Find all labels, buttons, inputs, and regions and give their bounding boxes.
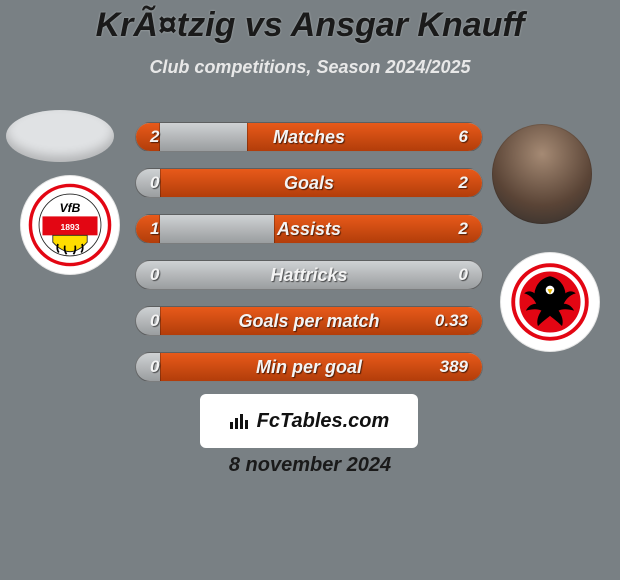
page-title: KrÃ¤tzig vs Ansgar Knauff: [0, 0, 620, 45]
stat-label: Assists: [136, 215, 482, 243]
subtitle: Club competitions, Season 2024/2025: [0, 57, 620, 78]
brand-text: FcTables.com: [257, 410, 390, 433]
stat-label: Goals per match: [136, 307, 482, 335]
stat-value-right: 0: [459, 261, 468, 289]
player-right-avatar: [492, 124, 592, 224]
stat-label: Matches: [136, 123, 482, 151]
brand-badge: FcTables.com: [200, 394, 418, 448]
brand-logo-icon: [229, 412, 251, 430]
stat-row: 2Matches6: [135, 122, 483, 152]
stat-row: 0Goals per match0.33: [135, 306, 483, 336]
player-left-avatar: [6, 110, 114, 162]
vfb-stuttgart-icon: VfB 1893: [27, 182, 113, 268]
comparison-rows: 2Matches60Goals21Assists20Hattricks00Goa…: [135, 122, 483, 398]
stat-label: Hattricks: [136, 261, 482, 289]
club-crest-right: [500, 252, 600, 352]
stat-value-right: 2: [459, 169, 468, 197]
stat-value-right: 2: [459, 215, 468, 243]
stat-row: 1Assists2: [135, 214, 483, 244]
date-line: 8 november 2024: [0, 454, 620, 477]
stat-row: 0Min per goal389: [135, 352, 483, 382]
club-crest-left: VfB 1893: [20, 175, 120, 275]
stat-row: 0Goals2: [135, 168, 483, 198]
stat-label: Min per goal: [136, 353, 482, 381]
stat-row: 0Hattricks0: [135, 260, 483, 290]
stat-label: Goals: [136, 169, 482, 197]
svg-text:VfB: VfB: [60, 201, 81, 215]
stat-value-right: 389: [440, 353, 468, 381]
stat-value-right: 0.33: [435, 307, 468, 335]
stat-value-right: 6: [459, 123, 468, 151]
eintracht-frankfurt-icon: [507, 259, 593, 345]
svg-text:1893: 1893: [60, 222, 79, 232]
